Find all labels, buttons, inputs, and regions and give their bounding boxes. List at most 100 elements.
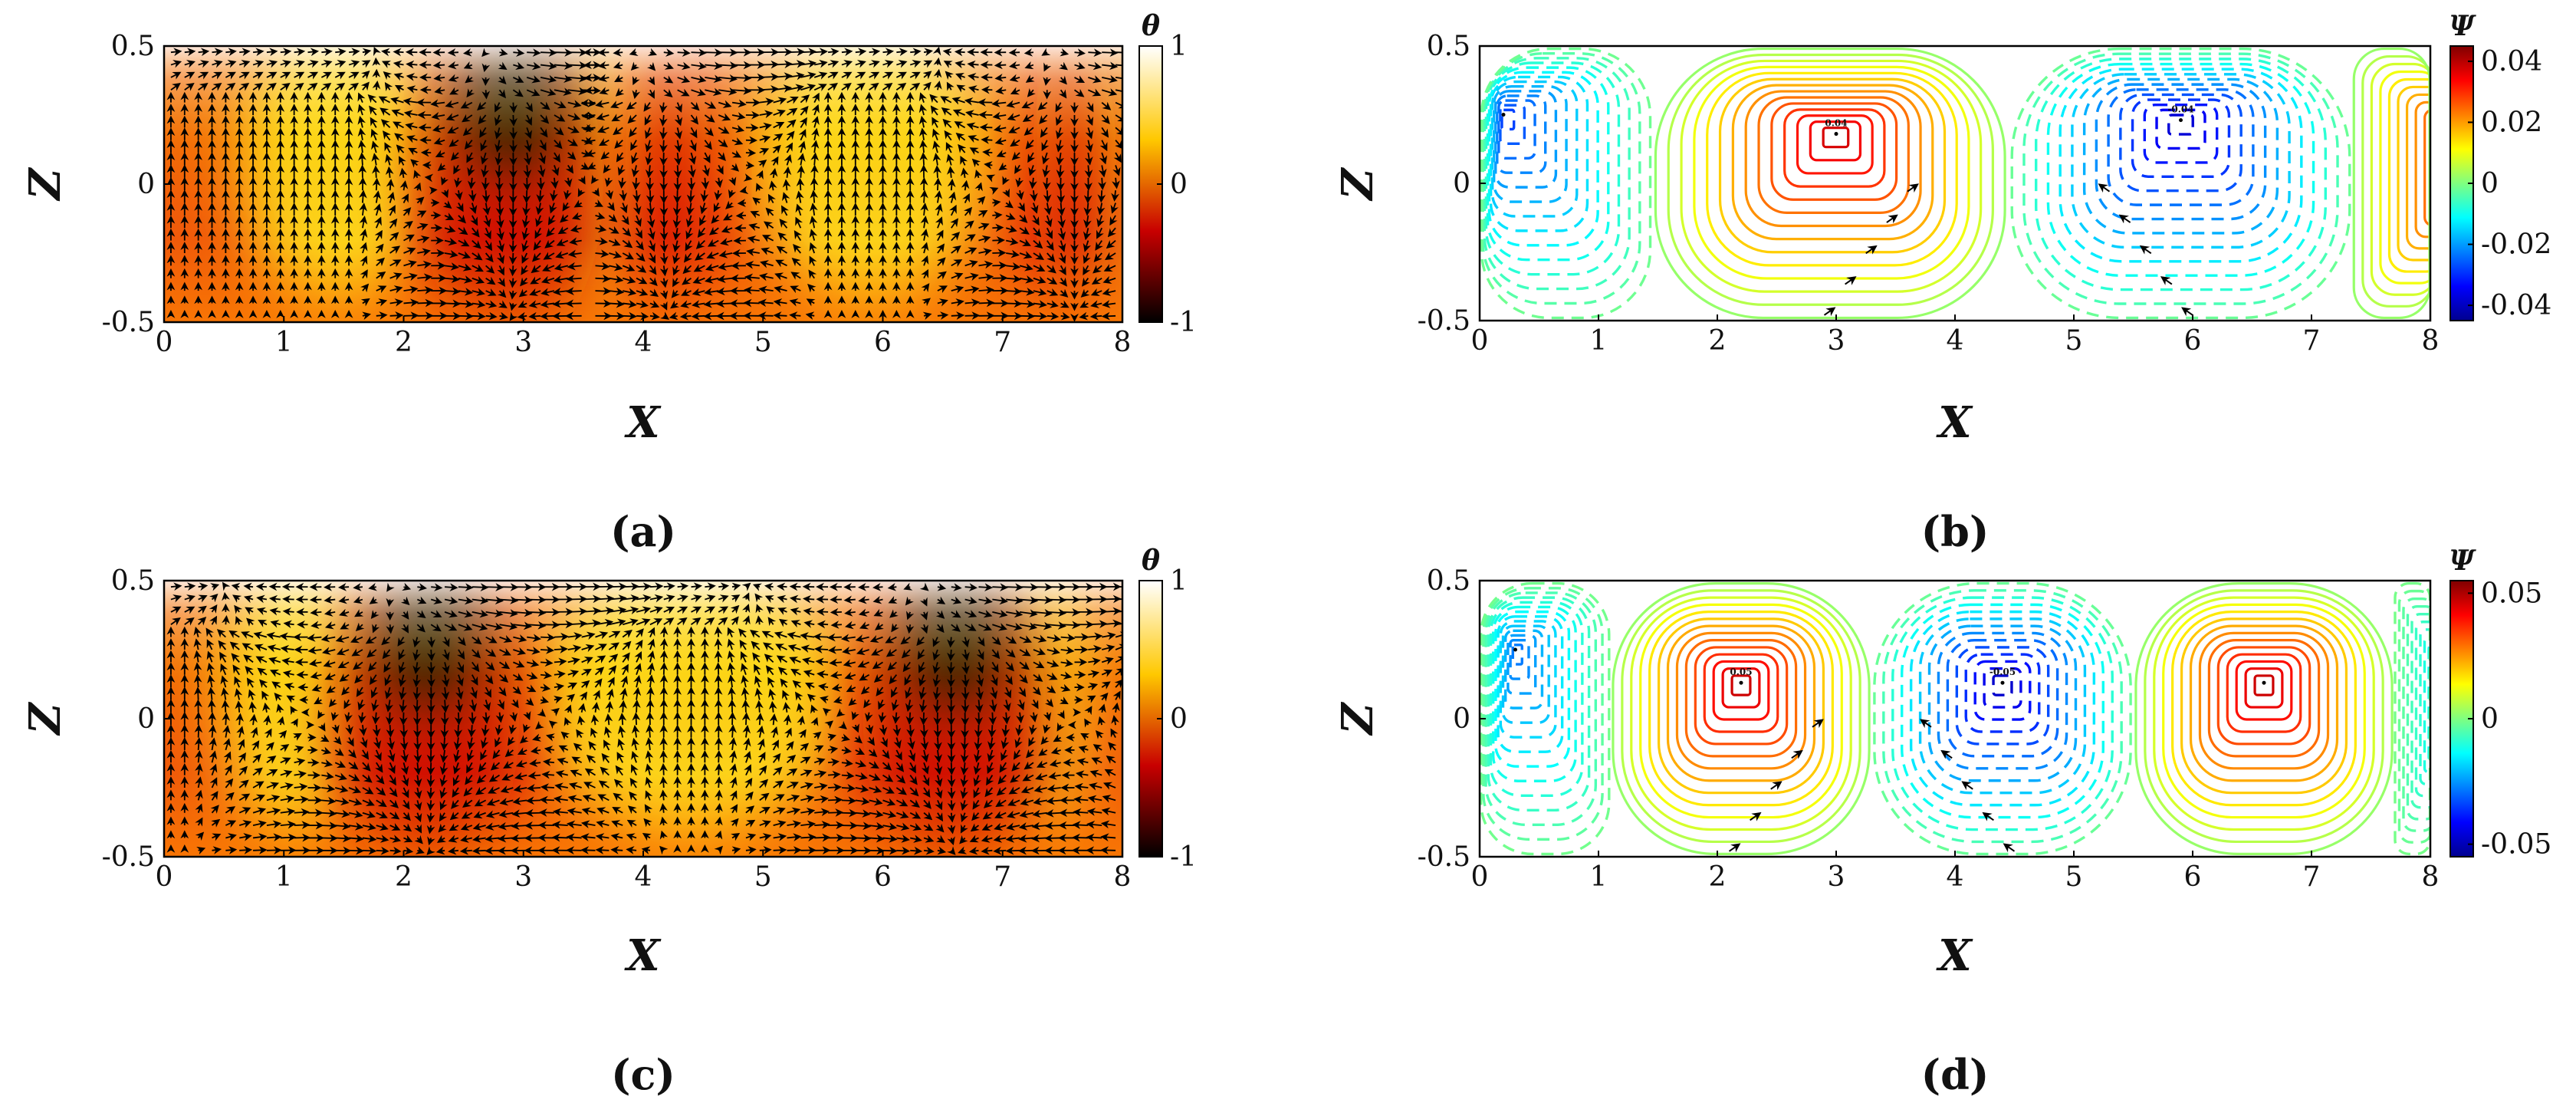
- velocity-vector: [705, 582, 716, 591]
- velocity-vector: [1101, 311, 1116, 321]
- velocity-vector: [994, 73, 1007, 82]
- velocity-vector: [512, 75, 524, 83]
- velocity-vector: [348, 48, 360, 57]
- velocity-vector: [531, 252, 541, 262]
- velocity-vector: [600, 150, 610, 160]
- colorbar-tick-labels: 0.04 0.02 0 -0.02 -0.04: [2468, 46, 2551, 321]
- velocity-vector: [280, 71, 291, 80]
- x-tick-label: 7: [2303, 861, 2321, 893]
- velocity-vector: [663, 88, 673, 98]
- x-tick-label: 3: [514, 327, 532, 358]
- velocity-vector: [755, 615, 764, 625]
- velocity-vector: [1046, 311, 1060, 321]
- velocity-vector: [1100, 833, 1116, 842]
- velocity-vector: [472, 275, 485, 285]
- colorbar-tick-label: 0: [1170, 169, 1188, 200]
- velocity-vector: [830, 621, 842, 629]
- velocity-vector: [646, 76, 656, 86]
- velocity-vector: [882, 48, 895, 57]
- velocity-vector: [623, 288, 637, 296]
- velocity-vector: [567, 125, 580, 133]
- x-tick-label: 8: [1114, 327, 1132, 358]
- velocity-vector: [198, 82, 209, 91]
- velocity-vector: [221, 700, 230, 713]
- velocity-vector: [170, 71, 182, 80]
- velocity-vector: [615, 87, 625, 97]
- velocity-vector: [691, 74, 707, 84]
- velocity-vector: [816, 620, 829, 629]
- velocity-vector: [462, 127, 473, 137]
- velocity-vector: [872, 583, 883, 591]
- velocity-vector: [294, 60, 305, 68]
- x-tick-label: 8: [1114, 861, 1132, 893]
- velocity-vector: [636, 288, 649, 296]
- velocity-vector: [321, 821, 338, 830]
- velocity-vector: [389, 311, 404, 320]
- velocity-vector: [1102, 48, 1119, 58]
- colorbar-tick-label: 0.02: [2481, 107, 2542, 138]
- velocity-vector: [659, 265, 669, 277]
- colorbar-tick-label: 1: [1170, 31, 1188, 62]
- velocity-vector: [961, 700, 970, 713]
- velocity-vector: [481, 725, 490, 737]
- velocity-vector: [494, 114, 503, 127]
- velocity-vector: [371, 153, 380, 166]
- colorbar-tick-label: 1: [1170, 565, 1188, 597]
- velocity-vector: [540, 74, 557, 84]
- velocity-vector: [406, 85, 418, 94]
- velocity-vector: [550, 177, 559, 189]
- velocity-vector: [564, 177, 573, 188]
- velocity-vector: [879, 725, 888, 736]
- velocity-vector: [360, 269, 368, 279]
- velocity-vector: [686, 190, 695, 203]
- velocity-vector: [225, 48, 237, 57]
- velocity-vector: [554, 87, 572, 96]
- velocity-vector: [595, 846, 610, 854]
- velocity-vector: [535, 202, 544, 216]
- velocity-vector: [170, 48, 182, 57]
- velocity-vector: [433, 74, 445, 82]
- velocity-vector: [441, 189, 449, 199]
- velocity-vector: [1043, 177, 1051, 191]
- velocity-vector: [1088, 48, 1102, 58]
- velocity-vector: [360, 255, 368, 266]
- velocity-vector: [495, 140, 503, 153]
- velocity-vector: [498, 300, 508, 308]
- velocity-vector: [647, 89, 655, 99]
- x-tick-label: 6: [2184, 861, 2202, 893]
- velocity-vector: [485, 311, 498, 321]
- x-axis-label: X: [624, 397, 662, 448]
- velocity-vector: [440, 737, 449, 751]
- velocity-vector: [718, 61, 738, 70]
- velocity-vector: [170, 60, 182, 68]
- velocity-vector: [764, 582, 774, 591]
- velocity-vector: [659, 789, 668, 801]
- velocity-vector: [485, 265, 495, 274]
- velocity-vector: [463, 61, 473, 69]
- velocity-vector: [659, 816, 668, 826]
- x-tick-label: 6: [874, 861, 892, 893]
- velocity-vector: [360, 71, 370, 80]
- velocity-vector: [403, 260, 417, 268]
- velocity-vector: [353, 582, 363, 591]
- velocity-vector: [372, 177, 381, 191]
- velocity-vector: [511, 821, 527, 831]
- velocity-vector: [417, 235, 430, 244]
- velocity-vector: [238, 82, 250, 91]
- velocity-vector: [527, 771, 541, 780]
- velocity-vector: [225, 82, 236, 91]
- velocity-vector: [193, 662, 202, 675]
- velocity-vector: [892, 712, 901, 724]
- velocity-vector: [389, 218, 398, 229]
- velocity-vector: [629, 48, 639, 57]
- velocity-vector: [321, 796, 337, 805]
- velocity-vector: [373, 203, 382, 216]
- velocity-vector: [231, 582, 241, 591]
- velocity-vector: [521, 265, 529, 275]
- velocity-vector: [481, 165, 489, 178]
- velocity-vector: [521, 228, 531, 241]
- velocity-vector: [403, 247, 416, 255]
- velocity-vector: [672, 240, 681, 253]
- velocity-vector: [472, 583, 489, 592]
